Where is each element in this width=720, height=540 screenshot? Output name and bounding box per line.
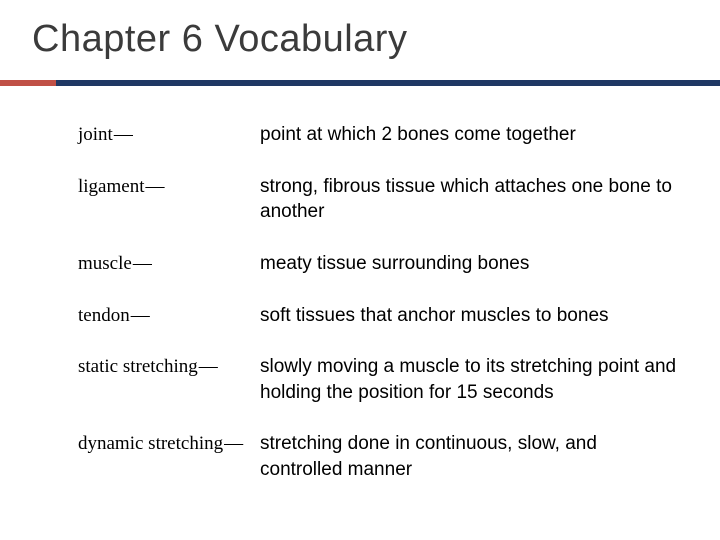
vocab-definition: slowly moving a muscle to its stretching… [260, 354, 678, 405]
vocab-row: static stretching— slowly moving a muscl… [78, 354, 678, 405]
term-text: joint [78, 124, 113, 145]
vocab-row: tendon— soft tissues that anchor muscles… [78, 303, 678, 329]
slide: Chapter 6 Vocabulary joint— point at whi… [0, 0, 720, 540]
vocab-definition: strong, fibrous tissue which attaches on… [260, 174, 678, 225]
dash-icon: — [144, 176, 164, 197]
term-text: muscle [78, 253, 132, 274]
underline-accent [0, 80, 56, 86]
term-text: static stretching [78, 356, 198, 377]
vocab-table: joint— point at which 2 bones come toget… [78, 122, 678, 509]
vocab-term: muscle— [78, 251, 260, 277]
dash-icon: — [198, 356, 218, 377]
vocab-definition: meaty tissue surrounding bones [260, 251, 678, 277]
vocab-row: joint— point at which 2 bones come toget… [78, 122, 678, 148]
term-text: dynamic stretching [78, 433, 223, 454]
vocab-row: muscle— meaty tissue surrounding bones [78, 251, 678, 277]
vocab-row: ligament— strong, fibrous tissue which a… [78, 174, 678, 225]
vocab-definition: stretching done in continuous, slow, and… [260, 431, 678, 482]
vocab-term: ligament— [78, 174, 260, 200]
underline-main [56, 80, 720, 86]
title-underline [0, 80, 720, 86]
vocab-definition: point at which 2 bones come together [260, 122, 678, 148]
term-text: tendon [78, 305, 130, 326]
dash-icon: — [223, 433, 243, 454]
vocab-definition: soft tissues that anchor muscles to bone… [260, 303, 678, 329]
dash-icon: — [113, 124, 133, 145]
vocab-term: joint— [78, 122, 260, 148]
vocab-term: static stretching— [78, 354, 260, 380]
vocab-row: dynamic stretching— stretching done in c… [78, 431, 678, 482]
vocab-term: tendon— [78, 303, 260, 329]
dash-icon: — [132, 253, 152, 274]
page-title: Chapter 6 Vocabulary [32, 18, 407, 61]
term-text: ligament [78, 176, 144, 197]
dash-icon: — [130, 305, 150, 326]
vocab-term: dynamic stretching— [78, 431, 260, 457]
